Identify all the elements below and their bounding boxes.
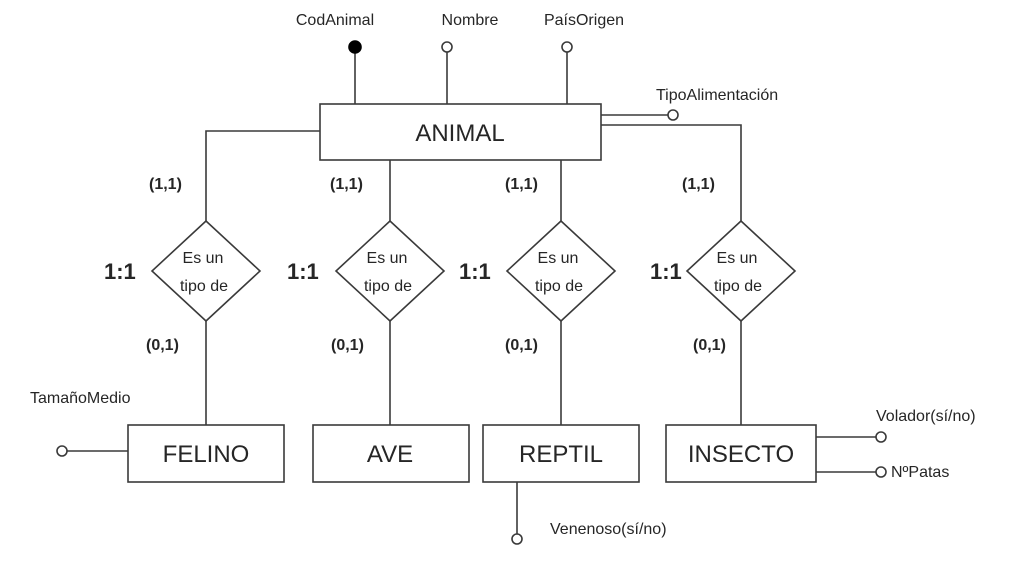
type-ratio-felino: 1:1 [104, 259, 136, 284]
attr-tipoalimentacion-label: TipoAlimentación [656, 87, 778, 104]
attr-npatas-label: NºPatas [891, 464, 949, 481]
attr-volador-label: Volador(sí/no) [876, 408, 976, 425]
entity-ave-label: AVE [367, 441, 413, 468]
attr-codanimal-label: CodAnimal [296, 12, 374, 29]
relationship-diamond [334, 219, 446, 323]
cardinality-top-insecto: (1,1) [682, 176, 715, 193]
cardinality-bottom-felino: (0,1) [146, 337, 179, 354]
attr-nombre-marker [441, 41, 453, 53]
relationship-text-line1: Es un [367, 250, 408, 267]
entity-reptil-box [482, 424, 640, 483]
attr-npatas-marker [875, 466, 887, 478]
cardinality-top-reptil: (1,1) [505, 176, 538, 193]
type-ratios: 1:1 1:1 1:1 1:1 [104, 259, 682, 284]
relationship-felino: Es un tipo de [150, 219, 262, 323]
relationship-diamond [685, 219, 797, 323]
subtype-attributes: TamañoMedio Venenoso(sí/no) Volador(sí/n… [30, 390, 976, 545]
attr-venenoso-marker [511, 533, 523, 545]
entity-reptil-label: REPTIL [519, 441, 603, 468]
relationship-text-line2: tipo de [364, 278, 412, 295]
branch-line-insecto [601, 124, 742, 221]
entity-ave-box [312, 424, 470, 483]
attr-tamanomedio-marker [56, 445, 68, 457]
type-ratio-reptil: 1:1 [459, 259, 491, 284]
entity-reptil: REPTIL [482, 424, 640, 483]
relationship-diamond [150, 219, 262, 323]
attr-volador-marker [875, 431, 887, 443]
attr-key-marker [348, 40, 362, 54]
cardinality-bottom-insecto: (0,1) [693, 337, 726, 354]
attr-paisorigen-marker [561, 41, 573, 53]
connector-lines [66, 47, 876, 535]
cardinality-bottom-reptil: (0,1) [505, 337, 538, 354]
relationship-text-line1: Es un [183, 250, 224, 267]
relationship-text-line2: tipo de [535, 278, 583, 295]
entity-felino: FELINO [127, 424, 285, 483]
attr-venenoso-label: Venenoso(sí/no) [550, 521, 667, 538]
entity-felino-box [127, 424, 285, 483]
cardinality-bottom-ave: (0,1) [331, 337, 364, 354]
cardinalities: (1,1) (1,1) (1,1) (1,1) (0,1) (0,1) (0,1… [146, 176, 726, 354]
cardinality-top-ave: (1,1) [330, 176, 363, 193]
relationship-insecto: Es un tipo de [685, 219, 797, 323]
relationship-text-line2: tipo de [180, 278, 228, 295]
cardinality-top-felino: (1,1) [149, 176, 182, 193]
branch-line-felino [205, 130, 320, 221]
relationship-text-line2: tipo de [714, 278, 762, 295]
attr-tipoalimentacion-marker [667, 109, 679, 121]
relationship-reptil: Es un tipo de [505, 219, 617, 323]
entity-ave: AVE [312, 424, 470, 483]
entity-animal-box [319, 103, 602, 161]
entity-animal-label: ANIMAL [415, 120, 504, 147]
attr-paisorigen-label: PaísOrigen [544, 12, 624, 29]
relationship-ave: Es un tipo de [334, 219, 446, 323]
entity-animal: ANIMAL [319, 103, 602, 161]
relationship-text-line1: Es un [717, 250, 758, 267]
supertype-attributes: CodAnimal Nombre PaísOrigen TipoAlimenta… [296, 12, 778, 121]
entity-insecto-box [665, 424, 817, 483]
entity-felino-label: FELINO [163, 441, 250, 468]
entity-insecto: INSECTO [665, 424, 817, 483]
type-ratio-ave: 1:1 [287, 259, 319, 284]
type-ratio-insecto: 1:1 [650, 259, 682, 284]
entity-insecto-label: INSECTO [688, 441, 794, 468]
attr-nombre-label: Nombre [442, 12, 499, 29]
relationship-text-line1: Es un [538, 250, 579, 267]
attr-tamanomedio-label: TamañoMedio [30, 390, 131, 407]
relationship-diamond [505, 219, 617, 323]
